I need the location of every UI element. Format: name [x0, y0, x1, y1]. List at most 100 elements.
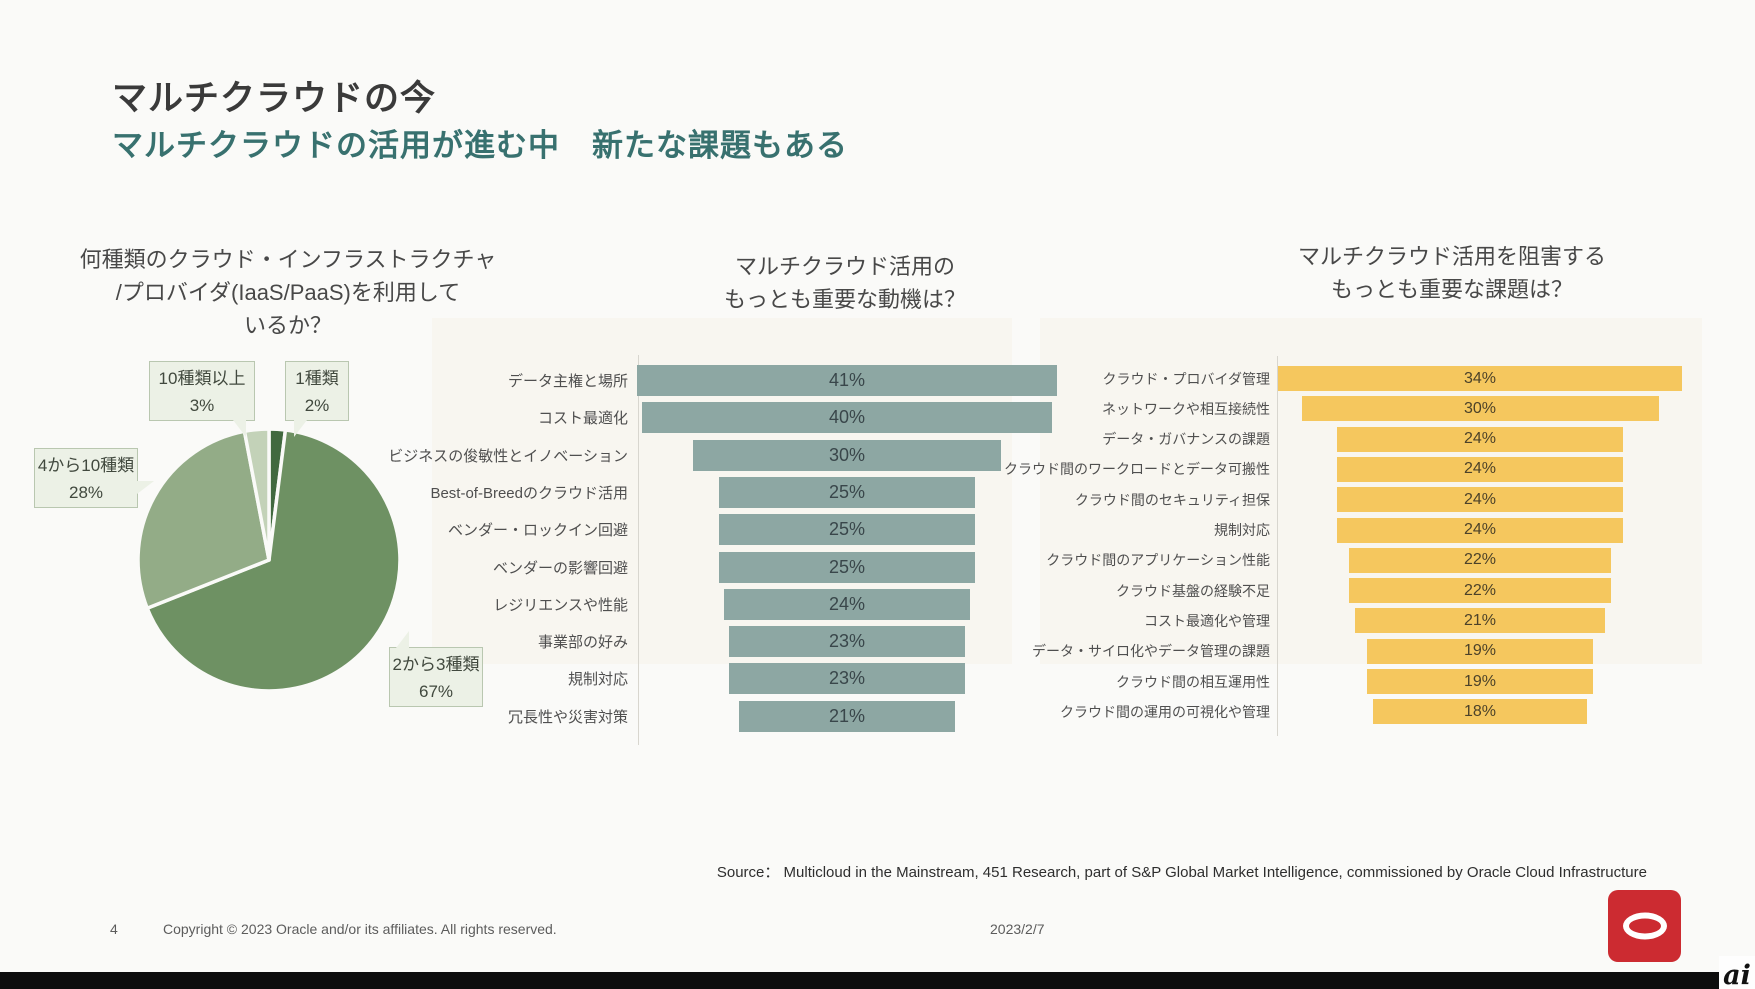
bar-label: クラウド間の相互運用性	[1116, 673, 1270, 690]
challenges-axis-line	[1277, 356, 1278, 736]
pie-callout-4to10-value: 28%	[68, 483, 104, 503]
bar-value: 18%	[1372, 699, 1588, 725]
slide-title: マルチクラウドの今	[112, 79, 437, 118]
pie-callout-1type-label: 1種類	[295, 369, 339, 388]
bar-row: Best-of-Breedのクラウド活用 25%	[380, 476, 1080, 508]
pie-chart-title-line2: /プロバイダ(IaaS/PaaS)を利用して	[115, 280, 461, 305]
pie-slice	[136, 429, 271, 610]
bar-label: クラウド間のセキュリティ担保	[1074, 491, 1270, 508]
bar-value: 24%	[1337, 517, 1623, 543]
bar-row: レジリエンスや性能 24%	[380, 588, 1080, 620]
bar-label: ベンダー・ロックイン回避	[447, 522, 628, 540]
bar-label: Best-of-Breedのクラウド活用	[430, 484, 628, 502]
bar-value: 19%	[1366, 669, 1594, 694]
bar-value: 19%	[1366, 638, 1594, 664]
bar-row: 規制対応 23%	[380, 663, 1080, 695]
bar-value: 23%	[729, 663, 965, 695]
pie-callout-1type: 1種類 2%	[285, 361, 349, 437]
bar-row: 冗長性や災害対策 21%	[380, 700, 1080, 732]
bar-label: レジリエンスや性能	[493, 596, 628, 614]
bar-label: コスト最適化や管理	[1144, 612, 1270, 629]
pie-callout-4to10-label: 4から10種類	[37, 456, 135, 475]
pie-svg	[136, 427, 402, 693]
bar-row: クラウド基盤の経験不足 22%	[990, 578, 1710, 604]
bar-label: ネットワークや相互接続性	[1102, 400, 1270, 417]
bar-value: 25%	[718, 551, 976, 583]
bar-value: 24%	[1337, 456, 1623, 482]
callout-pointer	[294, 420, 307, 437]
bar-label: 規制対応	[1214, 522, 1270, 538]
pie-callout-4to10: 4から10種類 28%	[34, 448, 154, 508]
challenges-chart-title: マルチクラウド活用を阻害する もっとも重要な課題は？	[1232, 240, 1672, 306]
bar-label: クラウド間の運用の可視化や管理	[1060, 703, 1270, 720]
source-note: Source： Multicloud in the Mainstream, 45…	[716, 864, 1647, 881]
slide-subtitle: マルチクラウドの活用が進む中 新たな課題もある	[112, 128, 848, 163]
bar-row: クラウド・プロバイダ管理 34%	[990, 366, 1710, 391]
bar-row: データ主権と場所 41%	[380, 365, 1080, 396]
bar-value: 22%	[1349, 578, 1611, 604]
challenges-bar-chart: クラウド・プロバイダ管理 34% ネットワークや相互接続性 30% データ・ガバナンスの…	[990, 356, 1710, 736]
bar-row: クラウド間の運用の可視化や管理 18%	[990, 699, 1710, 725]
bar-row: コスト最適化や管理 21%	[990, 608, 1710, 634]
bar-value: 41%	[636, 365, 1058, 396]
oracle-ring-icon	[1622, 912, 1667, 940]
callout-pointer	[137, 481, 154, 494]
bar-label: データ主権と場所	[507, 373, 628, 390]
bar-label: コスト最適化	[537, 410, 628, 428]
slide-date: 2023/2/7	[990, 921, 1045, 937]
bar-value: 25%	[718, 476, 976, 508]
pie-chart-title: 何種類のクラウド・インフラストラクチャ /プロバイダ(IaaS/PaaS)を利用…	[68, 243, 508, 342]
copyright-text: Copyright © 2023 Oracle and/or its affil…	[163, 921, 557, 937]
bar-row: データ・サイロ化やデータ管理の課題 19%	[990, 638, 1710, 664]
bottom-bar	[0, 972, 1755, 989]
bar-row: ベンダーの影響回避 25%	[380, 551, 1080, 583]
pie-callout-2to3-label: 2から3種類	[392, 655, 480, 674]
bar-row: 事業部の好み 23%	[380, 626, 1080, 658]
bar-label: 事業部の好み	[537, 634, 628, 652]
bar-value: 21%	[1355, 608, 1605, 634]
bar-label: クラウド・プロバイダ管理	[1102, 370, 1270, 387]
bar-row: コスト最適化 40%	[380, 402, 1080, 434]
pie-slice	[145, 428, 402, 693]
bar-label: クラウド間のアプリケーション性能	[1046, 552, 1270, 569]
footer: 4 Copyright © 2023 Oracle and/or its aff…	[0, 921, 1755, 945]
challenges-chart-title-line1: マルチクラウド活用を阻害する	[1297, 244, 1606, 269]
motives-chart-title-line2: もっとも重要な動機は？	[723, 287, 966, 312]
bar-label: クラウド基盤の経験不足	[1116, 582, 1270, 599]
bar-row: データ・ガバナンスの課題 24%	[990, 426, 1710, 452]
bar-row: クラウド間のセキュリティ担保 24%	[990, 487, 1710, 513]
pie-callout-1type-value: 2%	[304, 396, 330, 416]
pie-callout-10plus: 10種類以上 3%	[149, 361, 255, 437]
pie-callout-10plus-label: 10種類以上	[158, 369, 246, 388]
bar-label: ベンダーの影響回避	[492, 559, 628, 577]
bar-label: クラウド間のワークロードとデータ可搬性	[1004, 461, 1270, 478]
bar-value: 25%	[718, 514, 976, 546]
pie-chart-title-line3: いるか？	[243, 313, 332, 338]
oracle-logo	[1608, 890, 1681, 962]
bar-row: ベンダー・ロックイン回避 25%	[380, 514, 1080, 546]
bar-value: 30%	[1301, 396, 1659, 422]
bar-label: 規制対応	[567, 671, 628, 689]
pie-callout-2to3: 2から3種類 67%	[389, 631, 483, 707]
bar-row: ネットワークや相互接続性 30%	[990, 396, 1710, 422]
motives-chart-title-line1: マルチクラウド活用の	[734, 254, 955, 279]
bar-value: 23%	[729, 626, 965, 658]
bar-value: 21%	[739, 700, 955, 732]
pie-chart	[131, 422, 407, 698]
bar-value: 40%	[642, 402, 1052, 434]
bar-value: 22%	[1349, 547, 1611, 573]
bar-label: ビジネスの俊敏性とイノベーション	[388, 447, 628, 465]
pie-chart-title-line1: 何種類のクラウド・インフラストラクチャ	[79, 247, 497, 272]
motives-chart-title: マルチクラウド活用の もっとも重要な動機は？	[645, 250, 1045, 316]
motives-bar-chart: データ主権と場所 41% コスト最適化 40% ビジネスの俊敏性とイノベーション 30% B…	[380, 355, 1080, 745]
bar-row: クラウド間のワークロードとデータ可搬性 24%	[990, 456, 1710, 482]
bar-row: 規制対応 24%	[990, 517, 1710, 543]
bar-label: データ・ガバナンスの課題	[1102, 431, 1270, 448]
pie-callout-10plus-value: 3%	[189, 396, 215, 416]
bar-value: 30%	[693, 439, 1001, 471]
callout-pointer	[233, 420, 246, 437]
page-number: 4	[110, 921, 118, 937]
bar-value: 24%	[724, 588, 970, 620]
pie-callout-2to3-value: 67%	[418, 682, 454, 702]
